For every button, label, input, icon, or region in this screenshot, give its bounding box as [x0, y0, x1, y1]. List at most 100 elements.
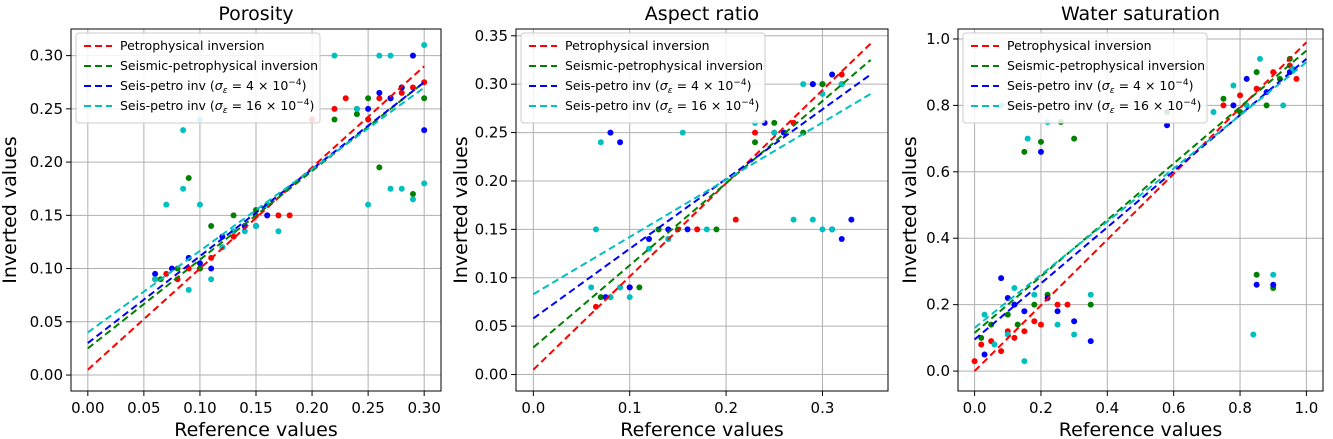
data-point	[1064, 301, 1071, 308]
data-point	[607, 129, 614, 136]
data-point	[365, 105, 372, 112]
data-point	[848, 216, 855, 223]
data-point	[971, 358, 978, 365]
y-tick-label: 0.0	[926, 362, 950, 380]
x-axis-label: Reference values	[620, 419, 784, 439]
data-point	[597, 139, 604, 146]
data-point	[1031, 301, 1038, 308]
legend-label: Petrophysical inversion	[120, 38, 265, 53]
fit-line	[973, 61, 1308, 329]
data-point	[1087, 301, 1094, 308]
data-point	[421, 180, 428, 187]
y-tick-label: 0.30	[30, 47, 63, 65]
data-point	[1087, 338, 1094, 345]
y-tick-label: 0.35	[475, 27, 508, 45]
data-point	[387, 95, 394, 102]
data-point	[387, 52, 394, 59]
data-point	[421, 41, 428, 48]
data-point	[752, 129, 759, 136]
x-tick-label: 0.6	[1162, 399, 1186, 417]
data-point	[679, 129, 686, 136]
x-tick-label: 0.0	[521, 399, 545, 417]
data-point	[819, 226, 826, 233]
plot-area	[971, 41, 1308, 372]
data-point	[978, 341, 985, 348]
legend-label: Seismic-petrophysical inversion	[565, 58, 763, 73]
data-point	[1220, 102, 1227, 109]
data-point	[991, 341, 998, 348]
y-tick-label: 0.10	[30, 260, 63, 278]
data-point	[771, 129, 778, 136]
data-point	[409, 52, 416, 59]
chart-title: Aspect ratio	[645, 3, 759, 25]
y-tick-label: 0.8	[926, 96, 950, 114]
data-point	[1021, 358, 1028, 365]
data-point	[275, 228, 282, 235]
x-tick-label: 0.4	[1095, 399, 1119, 417]
x-tick-label: 0.00	[71, 399, 104, 417]
x-tick-label: 0.2	[714, 399, 738, 417]
data-point	[1253, 69, 1260, 76]
data-point	[998, 275, 1005, 282]
data-point	[597, 294, 604, 301]
data-point	[732, 216, 739, 223]
y-axis-label: Inverted values	[0, 136, 21, 283]
data-point	[152, 276, 159, 283]
data-point	[1014, 321, 1021, 328]
data-point	[1024, 135, 1031, 142]
fit-line	[87, 86, 425, 334]
data-point	[1021, 148, 1028, 155]
axes-frame	[957, 28, 1324, 392]
data-point	[829, 71, 836, 78]
data-point	[398, 185, 405, 192]
data-point	[1250, 331, 1257, 338]
data-point	[1071, 318, 1078, 325]
data-point	[838, 236, 845, 243]
chart-title: Porosity	[218, 3, 293, 25]
y-tick-label: 0.20	[475, 172, 508, 190]
data-point	[1004, 311, 1011, 318]
data-point	[163, 270, 170, 277]
y-tick-label: 0.6	[926, 163, 950, 181]
data-point	[365, 95, 372, 102]
data-point	[790, 216, 797, 223]
panel-porosity: 0.00 0.05 0.10 0.15 0.20 0.25 0.30 0.00 0.05 0.10…	[0, 3, 442, 439]
data-point	[1243, 75, 1250, 82]
legend-label: Petrophysical inversion	[565, 38, 710, 53]
data-point	[421, 127, 428, 134]
data-point	[1253, 281, 1260, 288]
data-point	[1054, 308, 1061, 315]
legend-box	[962, 32, 1208, 124]
data-point	[180, 127, 187, 134]
y-tick-label: 1.0	[926, 30, 950, 48]
x-tick-label: 0.1	[618, 399, 642, 417]
data-point	[626, 284, 633, 291]
plot-area	[87, 41, 428, 371]
data-point	[387, 185, 394, 192]
data-point	[588, 284, 595, 291]
x-tick-label: 0.0	[963, 399, 987, 417]
data-point	[617, 284, 624, 291]
panel-water-saturation: 0.0 0.2 0.4 0.6 0.8 1.0 0.0 0.2 0.4 0.6 0.8 1.0 Wate…	[899, 3, 1324, 439]
data-point	[981, 311, 988, 318]
legend-label: Seis-petro inv (σε = 4 × 10−4)	[1007, 78, 1193, 96]
data-point	[1037, 138, 1044, 145]
y-tick-label: 0.4	[926, 229, 950, 247]
data-point	[1220, 95, 1227, 102]
legend-label: Seis-petro inv (σε = 4 × 10−4)	[565, 78, 751, 96]
data-point	[809, 81, 816, 88]
x-axis-label: Reference values	[1059, 419, 1223, 439]
data-point	[1037, 148, 1044, 155]
x-tick-label: 0.15	[239, 399, 272, 417]
data-point	[1280, 102, 1287, 109]
data-point	[1270, 281, 1277, 288]
data-point	[421, 95, 428, 102]
data-point	[409, 191, 416, 198]
y-tick-label: 0.15	[30, 206, 63, 224]
data-point	[694, 226, 701, 233]
data-point	[353, 105, 360, 112]
fit-line	[532, 73, 872, 320]
data-point	[331, 116, 338, 123]
data-point	[809, 216, 816, 223]
